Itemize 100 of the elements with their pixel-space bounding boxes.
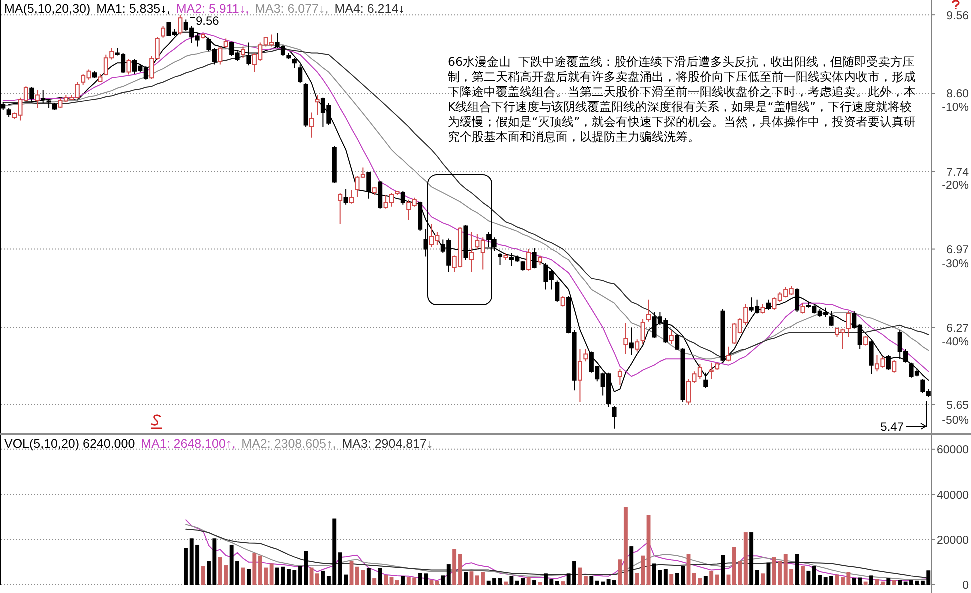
- candlestick: [464, 224, 468, 260]
- bar: [246, 569, 251, 586]
- candlestick: [726, 346, 732, 362]
- annotation: 66水漫金山 下跌中途覆盖线：股价连续下滑后遭多头反抗，收出阳线，但随即受卖方压制，第二天稍高开盘后就有许多卖盘涌出，将股价向下压低至前一阳线实体内收市，形成下降途中覆盖线组合。当第二天股价下滑至前一阳线收盘价之下时，考虑追卖。此外，本K线组合下行速度与该阴线覆盖阳线的深度很有关系，如果是“盖帽线”，下行速度就将较为缓慢；假如是“灭顶线”，就会有快速下探的机会。当然，具体操作中，投资者要认真研究个股基本面和消息面，以提防主力骗线洗筹。: [448, 55, 918, 145]
- candlestick: [526, 248, 532, 272]
- candlestick: [635, 339, 640, 352]
- text: MA1: 2648.100↑,: [141, 437, 236, 451]
- candlestick: [366, 172, 372, 200]
- text: MA4: 6.214↓: [334, 2, 405, 16]
- bar: [755, 570, 760, 586]
- bar: [664, 569, 668, 586]
- candlestick: [766, 299, 771, 311]
- candlestick: [315, 94, 320, 116]
- candlestick: [332, 146, 337, 184]
- y2-tick-label: -50%: [942, 414, 969, 427]
- candlestick: [538, 255, 543, 266]
- candlestick: [92, 70, 98, 79]
- y2-tick-label: -40%: [942, 336, 969, 349]
- bar: [710, 570, 714, 586]
- candlestick: [640, 319, 646, 345]
- candlestick: [886, 354, 891, 371]
- candlestick: [864, 336, 868, 346]
- candlestick: [760, 304, 766, 314]
- candlestick: [372, 186, 377, 196]
- candlestick: [6, 108, 12, 118]
- y2-tick-label: -20%: [942, 180, 969, 192]
- bar: [555, 581, 560, 586]
- candlestick: [520, 260, 526, 272]
- bar: [504, 582, 508, 586]
- bar: [366, 568, 371, 586]
- bar: [761, 574, 765, 586]
- candlestick: [218, 46, 223, 66]
- bar: [801, 566, 805, 586]
- text: MA2: 5.911↓,: [176, 2, 250, 16]
- bar: [590, 576, 594, 586]
- candlestick: [350, 190, 354, 204]
- candlestick: [795, 288, 800, 314]
- y-tick-label: 9.56: [946, 10, 969, 22]
- bar: [510, 576, 514, 586]
- bar: [441, 576, 446, 586]
- bar: [721, 555, 725, 586]
- bar: [870, 576, 874, 586]
- bar: [670, 574, 674, 586]
- bar: [526, 577, 531, 586]
- y-tick-label: 60000: [937, 444, 969, 457]
- candlestick: [395, 190, 400, 196]
- bar: [184, 548, 188, 586]
- candlestick: [310, 112, 314, 138]
- bar: [446, 564, 451, 586]
- candlestick: [715, 362, 720, 371]
- candlestick: [498, 253, 503, 266]
- candlestick: [52, 102, 58, 111]
- candlestick: [161, 26, 166, 38]
- y-tick-label: 40000: [937, 490, 969, 502]
- candlestick: [629, 327, 634, 356]
- y2-tick-label: -30%: [942, 258, 969, 270]
- candlestick: [584, 348, 588, 362]
- candlestick: [126, 58, 132, 76]
- candlestick: [292, 58, 297, 69]
- bar: [864, 582, 868, 586]
- bar: [715, 574, 720, 586]
- bar: [561, 582, 566, 586]
- bar: [532, 580, 537, 586]
- candlestick: [240, 46, 246, 59]
- bar: [744, 532, 748, 586]
- candlestick: [378, 180, 383, 210]
- text: MA3: 6.077↓,: [255, 2, 329, 16]
- y-tick-label: 20000: [937, 535, 969, 548]
- bar: [538, 582, 542, 586]
- bar: [464, 572, 468, 586]
- y-tick-label: 0: [962, 580, 969, 592]
- candlestick: [618, 368, 622, 386]
- candlestick: [178, 14, 183, 36]
- bar: [252, 553, 257, 586]
- bar: [704, 576, 708, 586]
- y2-tick-label: -10%: [942, 102, 969, 114]
- bar: [892, 580, 896, 586]
- bar: [630, 546, 634, 586]
- y-tick-label: 6.27: [946, 322, 969, 335]
- candlestick: [612, 406, 617, 430]
- candlestick: [469, 232, 474, 272]
- candlestick: [304, 82, 308, 128]
- bar: [201, 566, 206, 586]
- bar: [886, 578, 891, 586]
- candlestick: [344, 188, 348, 206]
- series-label: MA1: 5.835↓,: [96, 2, 170, 16]
- y-tick-label: 8.60: [946, 88, 969, 101]
- candlestick: [418, 201, 423, 232]
- candlestick: [892, 360, 897, 374]
- candlestick: [720, 308, 726, 362]
- bar: [766, 562, 771, 586]
- candlestick: [504, 253, 508, 260]
- candlestick: [532, 248, 537, 270]
- annotation: 9.56: [196, 14, 220, 28]
- candlestick: [846, 310, 851, 338]
- candlestick: [41, 90, 46, 104]
- candlestick: [400, 190, 406, 206]
- candlestick: [709, 362, 714, 380]
- candlestick: [224, 38, 228, 49]
- bar: [241, 568, 246, 586]
